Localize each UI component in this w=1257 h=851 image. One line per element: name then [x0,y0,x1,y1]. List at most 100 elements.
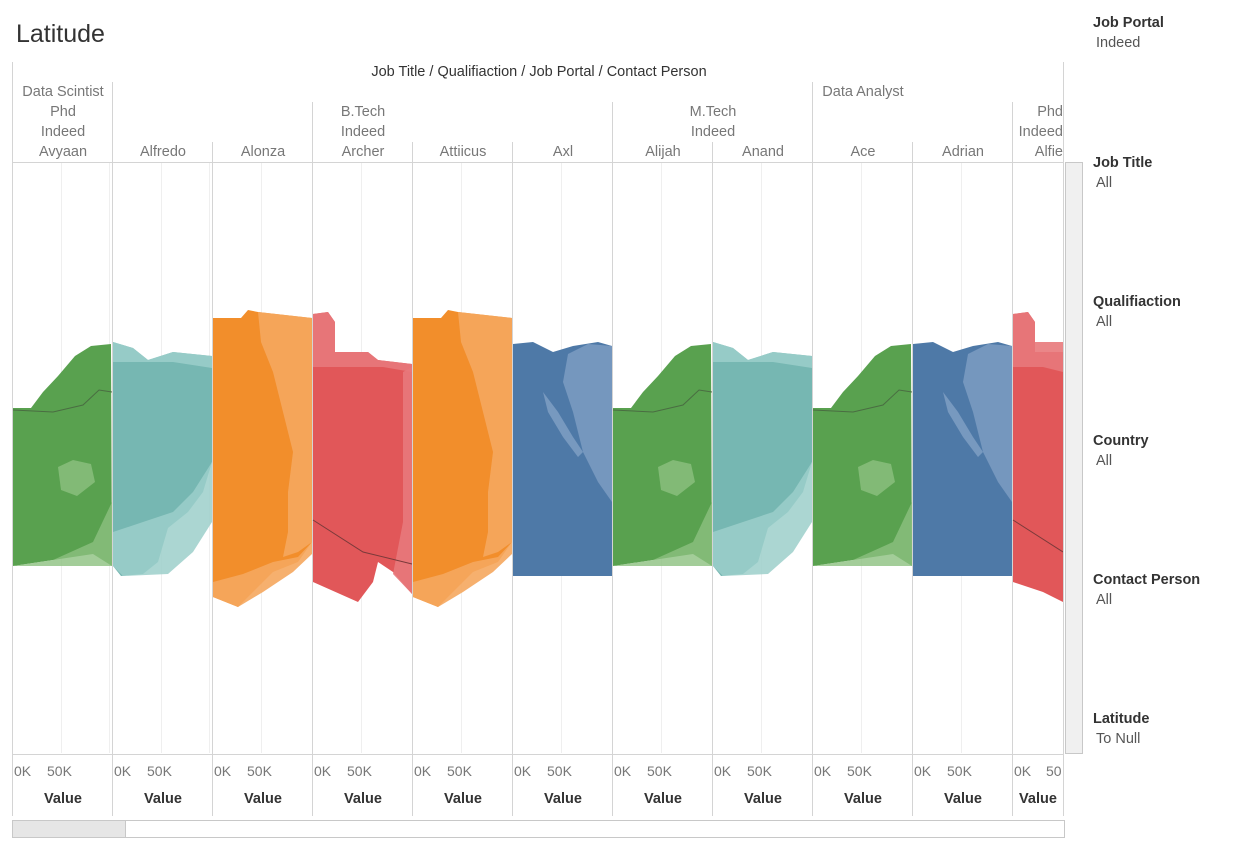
filter-value[interactable]: All [1096,453,1113,469]
header-person-alijah[interactable]: Alijah [645,144,681,160]
map-mark-avyaan[interactable] [13,344,113,566]
column-divider [212,142,213,816]
header-qualification-phd[interactable]: Phd [1037,104,1063,120]
header-qualification-btech[interactable]: B.Tech [340,104,386,120]
frame-left-border [12,62,13,816]
axis-tick-50-clipped: 50 [1046,763,1062,779]
axis-title-value[interactable]: Value [544,791,582,807]
axis-tick-0k: 0K [714,763,732,779]
axis-tick-50k: 50K [47,763,72,779]
filter-value[interactable]: All [1096,314,1113,330]
horizontal-scrollbar[interactable] [12,820,1065,838]
map-panes[interactable] [13,162,1063,754]
map-mark-alfredo[interactable] [113,342,212,576]
filter-title: Contact Person [1093,572,1201,588]
axis-tick-50k: 50K [547,763,572,779]
axis-tick-0k: 0K [614,763,632,779]
axis-tick-50k: 50K [347,763,372,779]
column-divider [312,102,313,816]
axis-tick-0k: 0K [114,763,132,779]
axis-title-value[interactable]: Value [244,791,282,807]
map-mark-axl[interactable] [513,342,612,576]
header-person-attiicus[interactable]: Attiicus [439,144,487,160]
header-portal-indeed[interactable]: Indeed [340,124,386,140]
axis-tick-50k: 50K [847,763,872,779]
axis-tick-0k: 0K [914,763,932,779]
header-portal-indeed[interactable]: Indeed [1018,124,1063,140]
axis-title-value[interactable]: Value [644,791,682,807]
header-person-axl[interactable]: Axl [552,144,574,160]
header-portal-indeed[interactable]: Indeed [690,124,736,140]
map-mark-anand[interactable] [713,342,812,576]
axis-tick-0k: 0K [1014,763,1032,779]
axis-tick-50k: 50K [747,763,772,779]
axis-tick-0k: 0K [414,763,432,779]
filter-value[interactable]: All [1096,175,1113,191]
filter-title: Job Portal [1093,15,1164,31]
axis-title-value[interactable]: Value [344,791,382,807]
axis-tick-50k: 50K [247,763,272,779]
header-person-avyaan[interactable]: Avyaan [38,144,88,160]
axis-title-value[interactable]: Value [944,791,982,807]
axis-tick-0k: 0K [514,763,532,779]
header-job-title-data-scintist[interactable]: Data Scintist [22,84,104,100]
filter-qualifiaction[interactable]: Qualifiaction All [1093,294,1181,330]
column-divider [512,142,513,816]
axis-tick-50k: 50K [947,763,972,779]
map-mark-ace[interactable] [812,344,913,566]
header-person-adrian[interactable]: Adrian [942,144,984,160]
header-divider [112,82,113,816]
map-mark-adrian[interactable] [913,342,1012,576]
map-mark-archer[interactable] [312,312,413,602]
axis-tick-50k: 50K [647,763,672,779]
axis-tick-0k: 0K [14,763,32,779]
axis-tick-0k: 0K [214,763,232,779]
filter-title: Country [1093,433,1149,449]
axis-tick-0k: 0K [814,763,832,779]
map-mark-alonza[interactable] [213,310,312,607]
header-job-title-data-analyst[interactable]: Data Analyst [822,84,904,100]
map-mark-alijah[interactable] [612,344,713,566]
header-person-alfie[interactable]: Alfie [1034,144,1063,160]
header-divider [812,82,813,816]
filter-value[interactable]: All [1096,592,1113,608]
vertical-scrollbar[interactable] [1065,162,1083,754]
header-qualification-phd[interactable]: Phd [50,104,76,120]
filter-title: Qualifiaction [1093,294,1181,310]
filter-title: Latitude [1093,711,1150,727]
axis-title-value[interactable]: Value [1019,791,1057,807]
header-person-anand[interactable]: Anand [742,144,784,160]
axis-title-value[interactable]: Value [844,791,882,807]
filter-title: Job Title [1093,155,1153,171]
filter-value[interactable]: Indeed [1096,35,1141,51]
column-divider [712,142,713,816]
header-caption: Job Title / Qualifiaction / Job Portal /… [371,64,707,80]
filter-contact-person[interactable]: Contact Person All [1093,572,1200,608]
axis-title-value[interactable]: Value [44,791,82,807]
filter-value[interactable]: To Null [1096,731,1141,747]
header-divider [612,102,613,816]
map-mark-attiicus[interactable] [413,310,512,607]
horizontal-scrollbar-thumb[interactable] [13,821,126,837]
column-divider [912,142,913,816]
axis-title-value[interactable]: Value [144,791,182,807]
filter-country[interactable]: Country All [1093,433,1149,469]
axis-title-value[interactable]: Value [744,791,782,807]
filter-latitude[interactable]: Latitude To Null [1093,711,1149,747]
filter-job-portal[interactable]: Job Portal Indeed [1093,15,1164,51]
frame-right-border [1063,62,1064,816]
axis-title-value[interactable]: Value [444,791,482,807]
axis-top-line [12,754,1064,755]
sheet-title: Latitude [16,20,105,48]
header-bottom-line [12,162,1064,163]
column-divider [412,142,413,816]
header-person-archer[interactable]: Archer [341,144,385,160]
header-portal-indeed[interactable]: Indeed [40,124,86,140]
header-qualification-mtech[interactable]: M.Tech [689,104,737,120]
filter-job-title[interactable]: Job Title All [1093,155,1152,191]
header-person-alonza[interactable]: Alonza [240,144,286,160]
map-mark-alfie[interactable] [1012,312,1063,602]
axis-tick-50k: 50K [147,763,172,779]
header-person-ace[interactable]: Ace [850,144,876,160]
header-person-alfredo[interactable]: Alfredo [140,144,186,160]
